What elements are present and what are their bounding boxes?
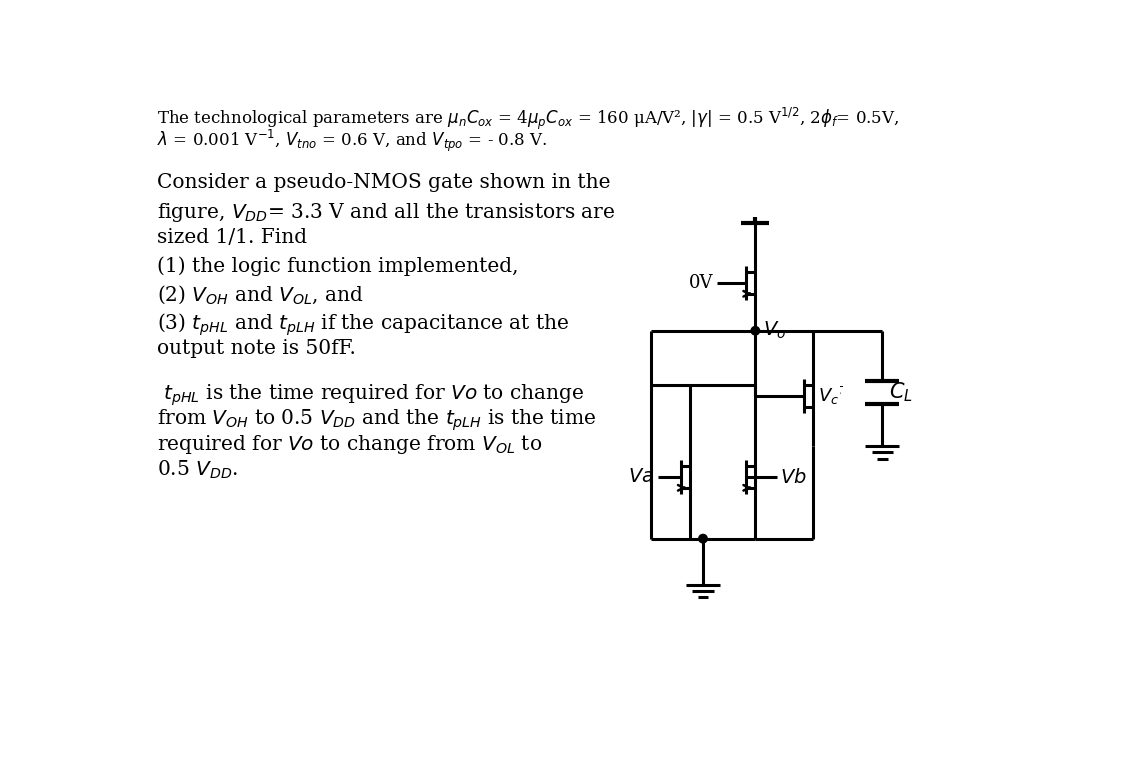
Text: required for $Vo$ to change from $V_{OL}$ to: required for $Vo$ to change from $V_{OL}… <box>157 433 542 456</box>
Text: $\overline{Vc}$: $\overline{Vc}$ <box>818 386 842 407</box>
Text: $\boldsymbol{C_L}$: $\boldsymbol{C_L}$ <box>888 380 912 404</box>
Text: $Va$: $Va$ <box>628 468 654 486</box>
Text: $V_o$: $V_o$ <box>763 320 786 341</box>
Text: (3) $t_{pHL}$ and $t_{pLH}$ if the capacitance at the: (3) $t_{pHL}$ and $t_{pLH}$ if the capac… <box>157 311 569 338</box>
Text: 0V: 0V <box>688 274 713 292</box>
Text: $\lambda$ = 0.001 V$^{-1}$, $V_{tno}$ = 0.6 V, and $V_{tpo}$ = - 0.8 V.: $\lambda$ = 0.001 V$^{-1}$, $V_{tno}$ = … <box>157 127 547 153</box>
Text: $V_c$: $V_c$ <box>818 387 839 407</box>
Text: 0.5 $V_{DD}$.: 0.5 $V_{DD}$. <box>157 459 238 481</box>
Text: (2) $V_{OH}$ and $V_{OL}$, and: (2) $V_{OH}$ and $V_{OL}$, and <box>157 284 364 306</box>
Text: $t_{pHL}$ is the time required for $Vo$ to change: $t_{pHL}$ is the time required for $Vo$ … <box>157 382 584 408</box>
Text: (1) the logic function implemented,: (1) the logic function implemented, <box>157 256 519 275</box>
Circle shape <box>751 327 759 335</box>
Text: The technological parameters are $\mu_nC_{ox}$ = 4$\mu_pC_{ox}$ = 160 μA/V², |$\: The technological parameters are $\mu_nC… <box>157 106 900 132</box>
Text: figure, $V_{DD}$= 3.3 V and all the transistors are: figure, $V_{DD}$= 3.3 V and all the tran… <box>157 201 615 224</box>
Circle shape <box>699 535 707 543</box>
Text: Consider a pseudo-NMOS gate shown in the: Consider a pseudo-NMOS gate shown in the <box>157 173 611 192</box>
Text: sized 1/1. Find: sized 1/1. Find <box>157 229 308 247</box>
Text: from $V_{OH}$ to 0.5 $V_{DD}$ and the $t_{pLH}$ is the time: from $V_{OH}$ to 0.5 $V_{DD}$ and the $t… <box>157 408 596 433</box>
Text: $Vb$: $Vb$ <box>780 468 806 486</box>
Text: output note is 50fF.: output note is 50fF. <box>157 339 356 358</box>
